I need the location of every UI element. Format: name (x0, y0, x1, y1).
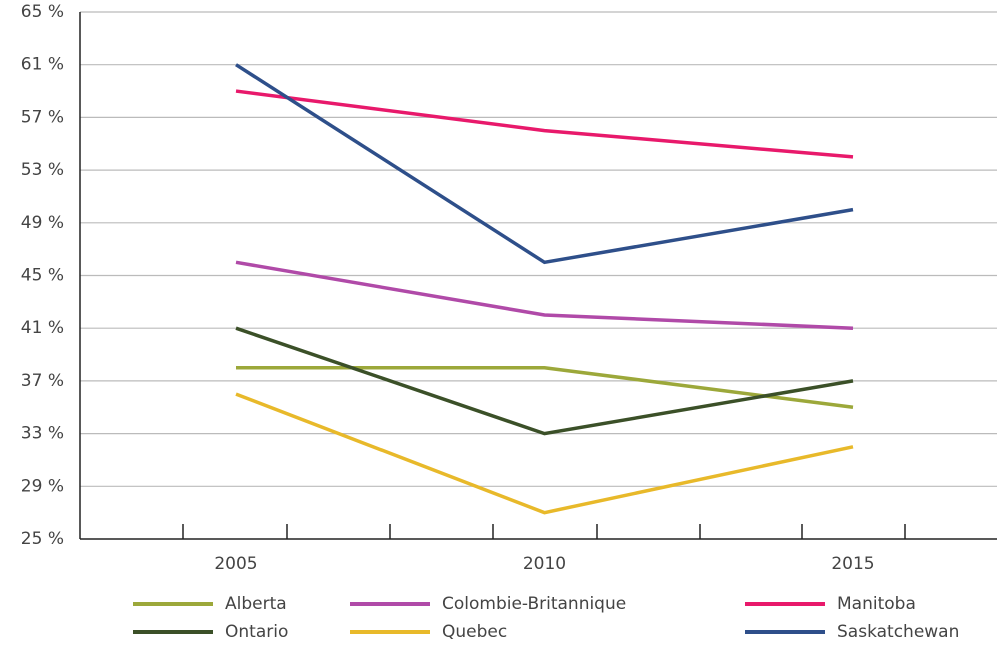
legend-label: Colombie-Britannique (442, 594, 626, 614)
y-tick-label: 57 % (21, 107, 64, 127)
x-axis-ticks (182, 524, 906, 539)
x-tick-label: 2010 (523, 554, 566, 574)
y-tick-label: 29 % (21, 476, 64, 496)
y-tick-label: 25 % (21, 529, 64, 549)
x-tick-label: 2005 (214, 554, 257, 574)
y-tick-label: 65 % (21, 2, 64, 22)
y-tick-label: 41 % (21, 318, 64, 338)
y-tick-label: 37 % (21, 371, 64, 391)
series-line (235, 63, 854, 265)
y-tick-label: 49 % (21, 213, 64, 233)
series-line (235, 326, 854, 436)
legend-label: Alberta (225, 594, 287, 614)
legend-label: Quebec (442, 622, 507, 642)
series-line (235, 260, 854, 330)
y-tick-label: 61 % (21, 55, 64, 75)
y-tick-label: 53 % (21, 160, 64, 180)
y-tick-label: 33 % (21, 424, 64, 444)
legend-label: Manitoba (837, 594, 916, 614)
legend-label: Ontario (225, 622, 288, 642)
series-line (235, 392, 854, 515)
legend-label: Saskatchewan (837, 622, 959, 642)
y-tick-label: 45 % (21, 266, 64, 286)
series-line (235, 89, 854, 159)
series-line (236, 365, 854, 409)
x-tick-label: 2015 (831, 554, 874, 574)
